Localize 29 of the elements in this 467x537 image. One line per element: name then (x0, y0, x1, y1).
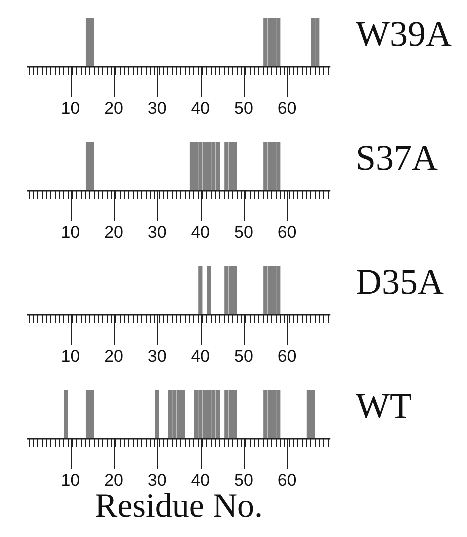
text: D35A (356, 262, 444, 302)
x-tick-label: 60 (278, 470, 297, 490)
x-tick-label: 40 (191, 98, 210, 118)
x-tick-label: 60 (278, 346, 297, 366)
x-tick-label: 60 (278, 222, 297, 242)
x-tick-label: 30 (148, 98, 167, 118)
x-tick-label: 10 (61, 98, 80, 118)
x-tick-label: 30 (148, 346, 167, 366)
x-tick-label: 10 (61, 222, 80, 242)
x-tick-label: 20 (104, 222, 124, 242)
x-tick-label: 30 (148, 470, 167, 490)
x-tick-label: 50 (234, 98, 254, 118)
x-tick-label: 10 (61, 346, 80, 366)
x-tick-label: 20 (104, 346, 124, 366)
x-tick-label: 50 (234, 470, 254, 490)
x-tick-label: 50 (234, 222, 254, 242)
series-label: W39A (356, 14, 452, 54)
x-tick-label: 30 (148, 222, 167, 242)
x-axis-title: Residue No. (94, 488, 264, 526)
x-tick-label: 50 (234, 346, 254, 366)
x-tick-label: 40 (191, 346, 210, 366)
x-tick-label: 20 (104, 470, 124, 490)
series-label: WT (356, 386, 412, 426)
x-tick-label: 20 (104, 98, 124, 118)
x-tick-label: 40 (191, 222, 210, 242)
x-tick-label: 60 (278, 98, 297, 118)
x-tick-label: 10 (61, 470, 80, 490)
text: S37A (356, 138, 438, 178)
x-tick-label: 40 (191, 470, 210, 490)
